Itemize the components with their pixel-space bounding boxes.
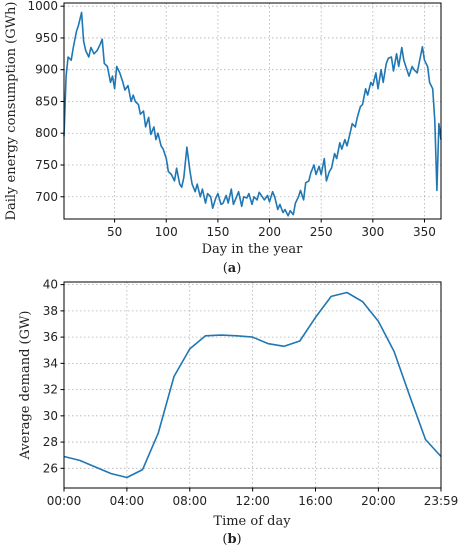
a-x-tick-label: 350 xyxy=(413,225,436,239)
a-x-tick-label: 200 xyxy=(258,225,281,239)
panel-b-series-line xyxy=(63,291,442,479)
b-y-tick-label: 32 xyxy=(43,383,58,397)
b-x-tick-label: 23:59 xyxy=(424,494,459,508)
a-x-tick-label: 150 xyxy=(206,225,229,239)
a-y-tick-label: 900 xyxy=(35,63,58,77)
b-y-tick-label: 30 xyxy=(43,409,58,423)
b-x-tick-label: 12:00 xyxy=(235,494,270,508)
a-y-tick-label: 950 xyxy=(35,31,58,45)
b-x-tick-label: 04:00 xyxy=(110,494,145,508)
panel-a-x-ticks: 50 100 150 200 250 300 350 xyxy=(107,219,436,239)
panel-a-grid xyxy=(64,3,441,219)
panel-a-chart: 50 100 150 200 250 300 350 700 750 800 850 900 950 1… xyxy=(4,0,442,276)
panel-b-y-ticks: 26 28 30 32 34 36 38 40 xyxy=(43,278,64,475)
b-x-tick-label: 20:00 xyxy=(361,494,396,508)
a-y-tick-label: 750 xyxy=(35,158,58,172)
a-y-tick-label: 700 xyxy=(35,190,58,204)
b-y-tick-label: 26 xyxy=(43,461,58,475)
a-y-tick-label: 1000 xyxy=(27,0,58,13)
panel-a-caption-letter: a xyxy=(228,261,237,276)
b-y-tick-label: 28 xyxy=(43,435,58,449)
panel-b-caption: (b) xyxy=(222,532,241,547)
panel-a-y-ticks: 700 750 800 850 900 950 1000 xyxy=(27,0,64,204)
b-x-tick-label: 00:00 xyxy=(47,494,82,508)
b-x-tick-label: 08:00 xyxy=(172,494,207,508)
a-y-tick-label: 800 xyxy=(35,126,58,140)
b-y-tick-label: 38 xyxy=(43,304,58,318)
panel-a-frame xyxy=(63,2,442,220)
a-y-tick-label: 850 xyxy=(35,94,58,108)
a-x-tick-label: 50 xyxy=(107,225,122,239)
panel-b-caption-letter: b xyxy=(227,532,236,547)
panel-b-frame xyxy=(63,281,442,489)
panel-b-grid xyxy=(63,282,442,488)
panel-a-caption: (a) xyxy=(223,261,242,276)
panel-b-x-axis-label: Time of day xyxy=(213,514,291,529)
a-x-tick-label: 100 xyxy=(155,225,178,239)
panel-b-chart: 00:00 04:00 08:00 12:00 16:00 20:00 23:59 26 28… xyxy=(18,278,458,547)
a-x-tick-label: 300 xyxy=(361,225,384,239)
panel-a-y-axis-label: Daily energy consumption (GWh) xyxy=(4,2,19,221)
a-x-tick-label: 250 xyxy=(310,225,333,239)
b-y-tick-label: 34 xyxy=(43,356,58,370)
panel-b-x-ticks: 00:00 04:00 08:00 12:00 16:00 20:00 23:59 xyxy=(47,488,459,508)
b-y-tick-label: 40 xyxy=(43,278,58,292)
panel-a-x-axis-label: Day in the year xyxy=(202,242,304,257)
panel-a-series-line xyxy=(63,11,442,217)
panel-b-y-axis-label: Average demand (GW) xyxy=(18,311,33,461)
b-y-tick-label: 36 xyxy=(43,330,58,344)
b-x-tick-label: 16:00 xyxy=(298,494,333,508)
